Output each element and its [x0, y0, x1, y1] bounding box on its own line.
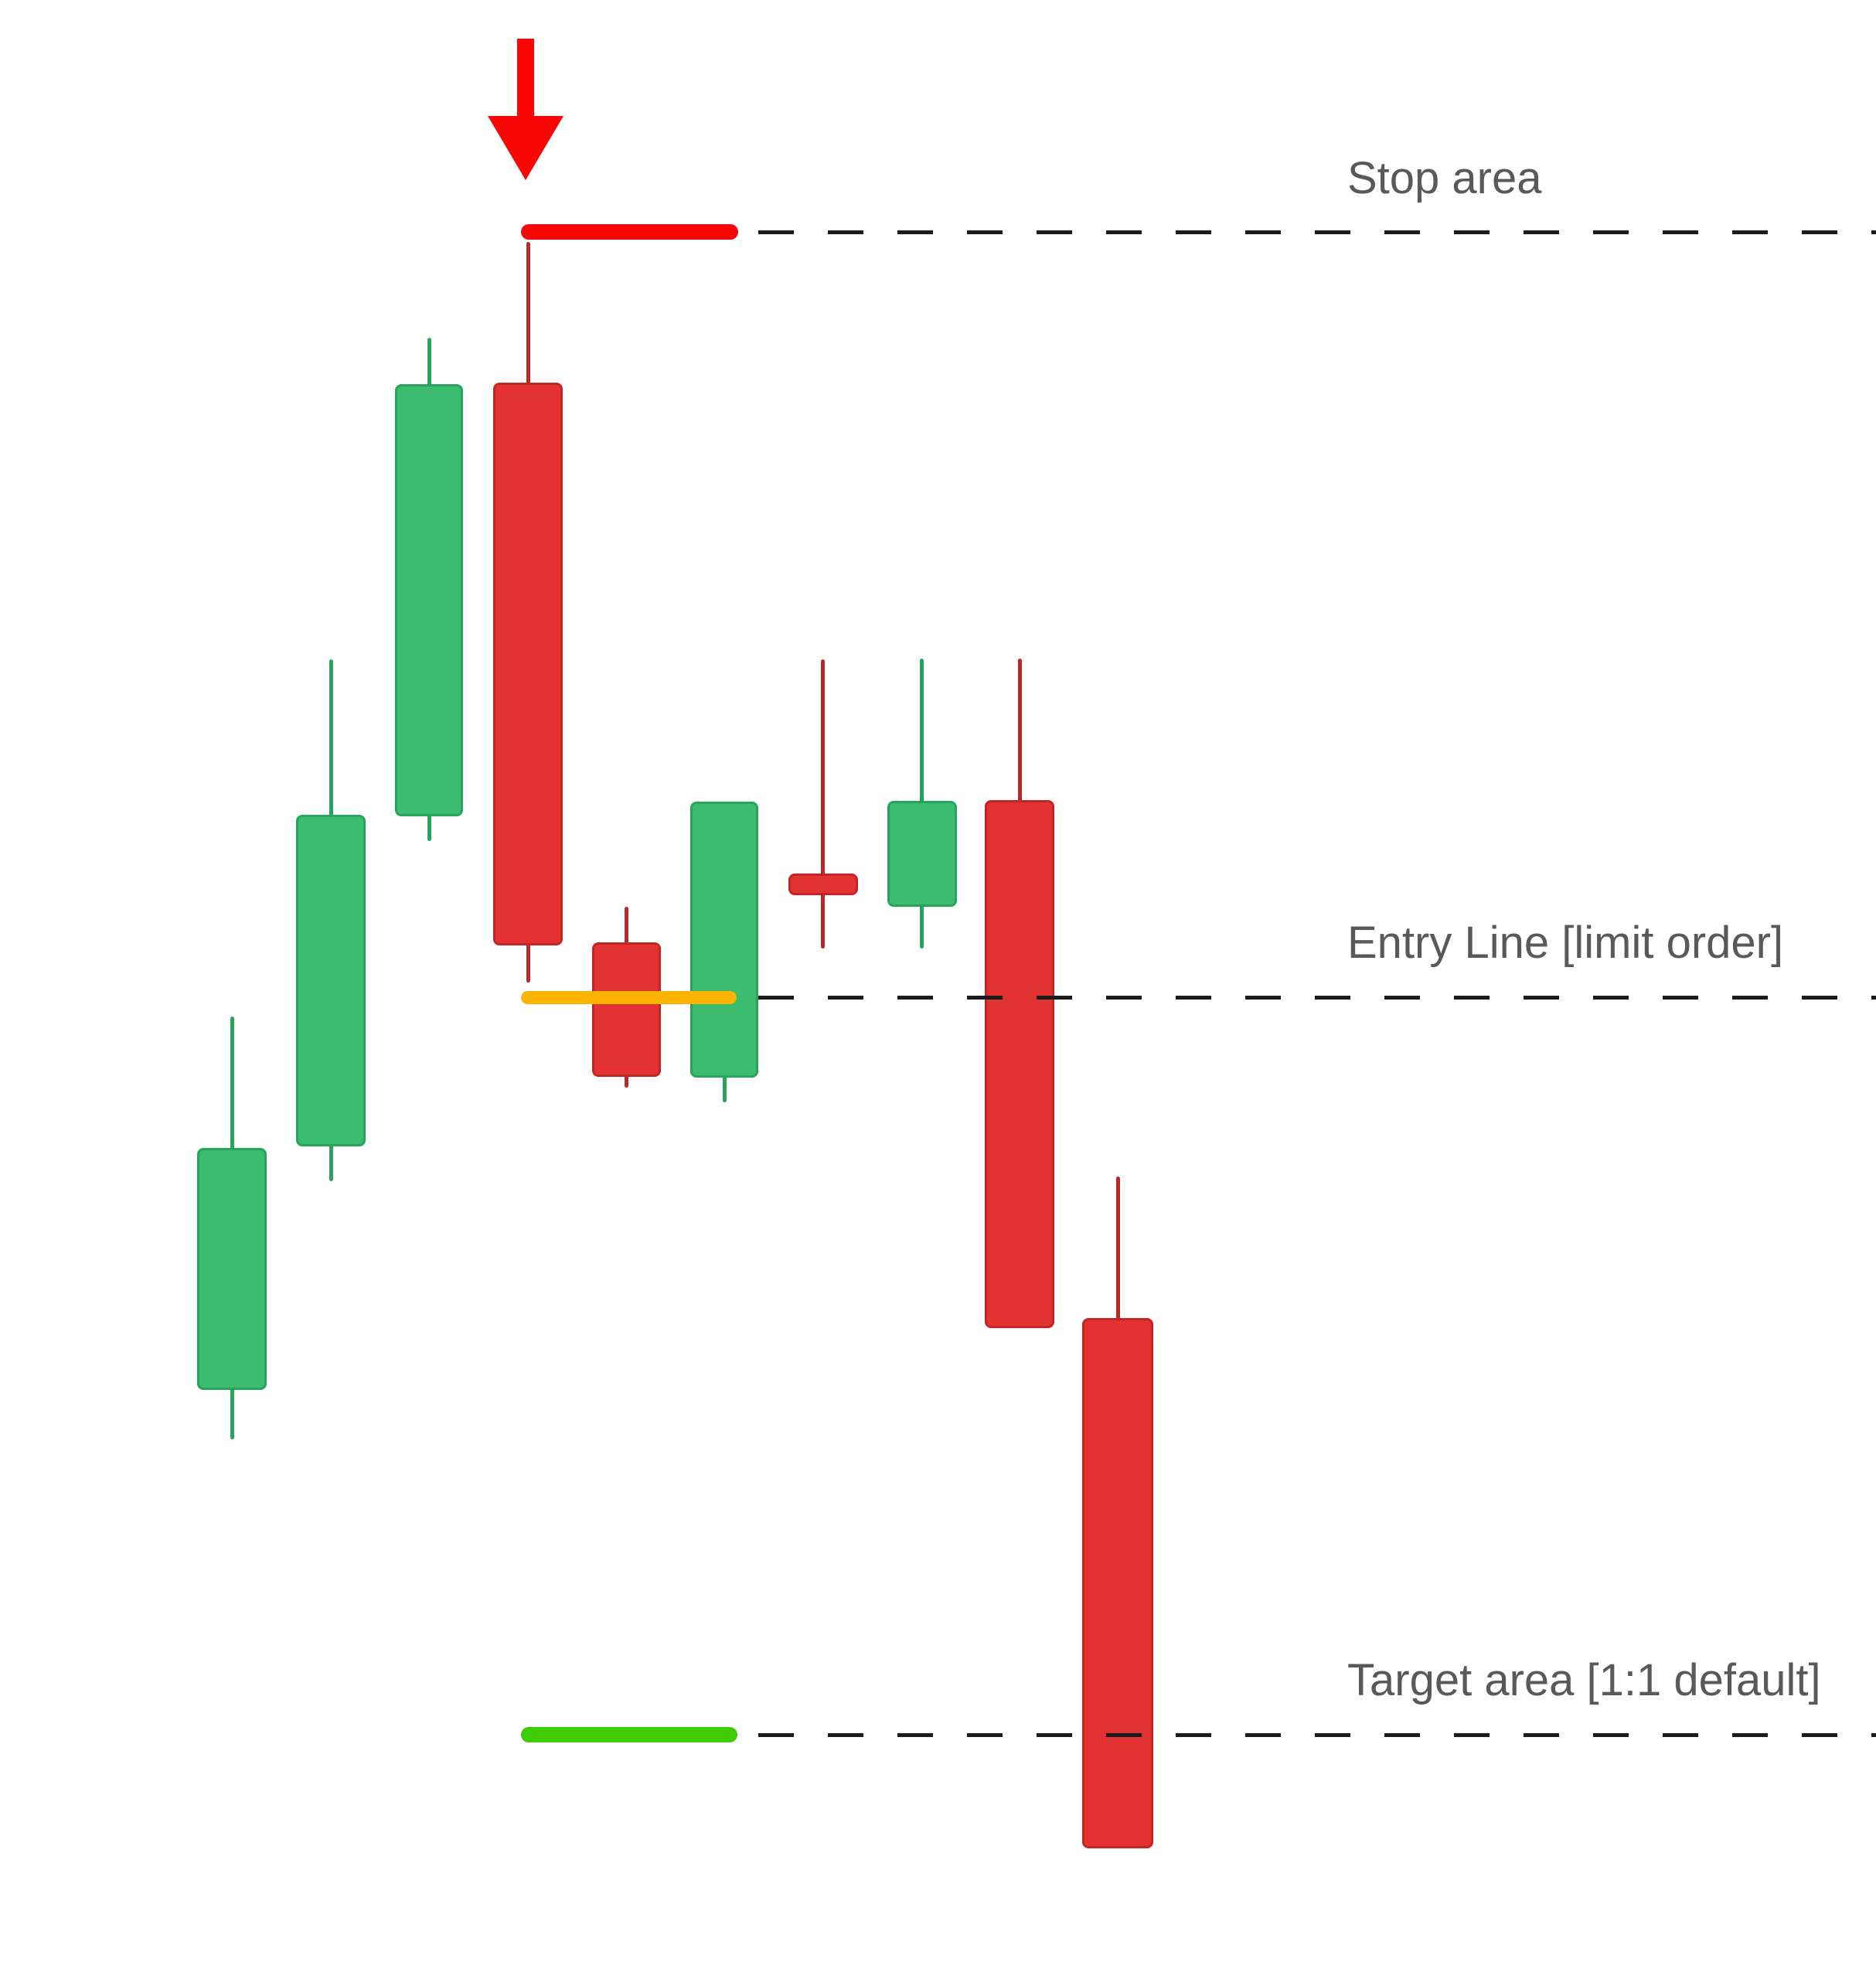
candle-1-wick: [230, 1017, 234, 1439]
down-arrow-stem: [517, 39, 534, 119]
candle-6-body: [690, 802, 758, 1078]
candle-5-body: [592, 942, 661, 1077]
candle-7-wick: [820, 659, 825, 949]
candle-10-wick: [1115, 1177, 1120, 1848]
stop-dashed-line: [758, 230, 1876, 234]
candle-3-wick: [427, 338, 431, 841]
candle-7-body: [788, 874, 858, 895]
entry-dashed-line: [758, 995, 1876, 1000]
entry-line-label: Entry Line [limit order]: [1347, 918, 1784, 969]
down-arrow-head: [488, 116, 563, 180]
candle-4-body: [493, 383, 563, 945]
target-area-label: Target area [1:1 default]: [1347, 1655, 1821, 1706]
entry-level-marker: [521, 990, 737, 1004]
candle-8-body: [887, 801, 957, 907]
target-dashed-line: [758, 1732, 1876, 1737]
candle-4-wick: [526, 242, 530, 983]
candle-10-body: [1082, 1318, 1153, 1848]
candle-2-body: [296, 815, 366, 1146]
candle-9-wick: [1017, 659, 1022, 1328]
stop-area-label: Stop area: [1347, 153, 1542, 204]
candle-2-wick: [329, 659, 333, 1181]
target-level-marker: [521, 1727, 737, 1742]
stop-level-marker: [521, 224, 738, 240]
candle-6-wick: [722, 802, 727, 1102]
candle-8-wick: [919, 659, 924, 949]
candle-9-body: [985, 800, 1054, 1328]
candle-1-body: [197, 1148, 267, 1390]
candle-3-body: [395, 384, 463, 816]
